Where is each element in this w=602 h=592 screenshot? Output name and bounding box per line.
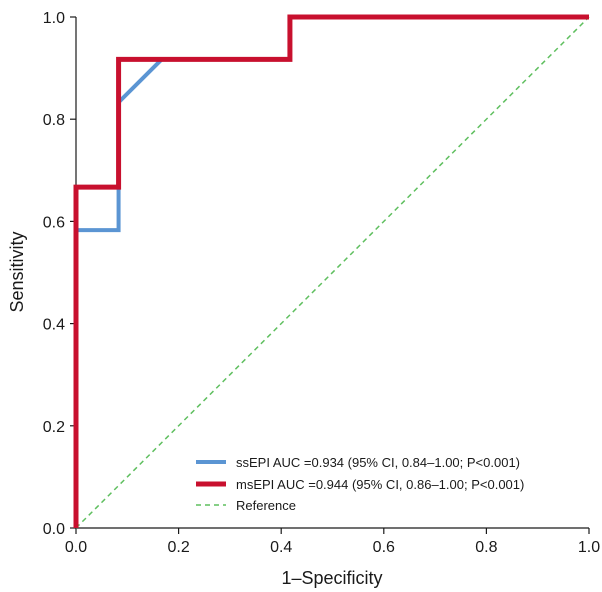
y-tick-label: 0.0: [43, 521, 65, 538]
x-tick-label: 1.0: [578, 539, 600, 556]
x-tick-label: 0.0: [65, 539, 87, 556]
legend-item-ssepi: ssEPI AUC =0.934 (95% CI, 0.84–1.00; P<0…: [196, 455, 520, 470]
msepi-roc-curve: [73, 14, 589, 528]
x-tick-label: 0.8: [475, 539, 497, 556]
legend-label: Reference: [236, 498, 296, 513]
y-tick-label: 0.8: [43, 112, 65, 129]
legend-label: msEPI AUC =0.944 (95% CI, 0.86–1.00; P<0…: [236, 477, 524, 492]
x-tick-label: 0.2: [167, 539, 189, 556]
x-tick-label: 0.4: [270, 539, 292, 556]
legend-item-reference: Reference: [196, 498, 296, 513]
y-axis-title: Sensitivity: [7, 231, 27, 312]
y-axis-ticks: 0.0 0.2 0.4 0.6 0.8 1.0: [43, 10, 76, 538]
y-tick-label: 0.4: [43, 317, 65, 334]
x-tick-label: 0.6: [373, 539, 395, 556]
plot-area: 0.0 0.2 0.4 0.6 0.8 1.0 0.0 0.2 0.4 0.6 0.8 1.0: [43, 10, 600, 556]
x-axis-title: 1–Specificity: [281, 568, 382, 588]
legend-label: ssEPI AUC =0.934 (95% CI, 0.84–1.00; P<0…: [236, 455, 520, 470]
x-axis-ticks: 0.0 0.2 0.4 0.6 0.8 1.0: [65, 528, 600, 556]
legend: ssEPI AUC =0.934 (95% CI, 0.84–1.00; P<0…: [196, 455, 524, 513]
reference-line: [75, 16, 590, 529]
series-layer: [73, 14, 590, 529]
y-tick-label: 1.0: [43, 10, 65, 27]
legend-item-msepi: msEPI AUC =0.944 (95% CI, 0.86–1.00; P<0…: [196, 477, 524, 492]
y-tick-label: 0.6: [43, 214, 65, 231]
y-tick-label: 0.2: [43, 419, 65, 436]
